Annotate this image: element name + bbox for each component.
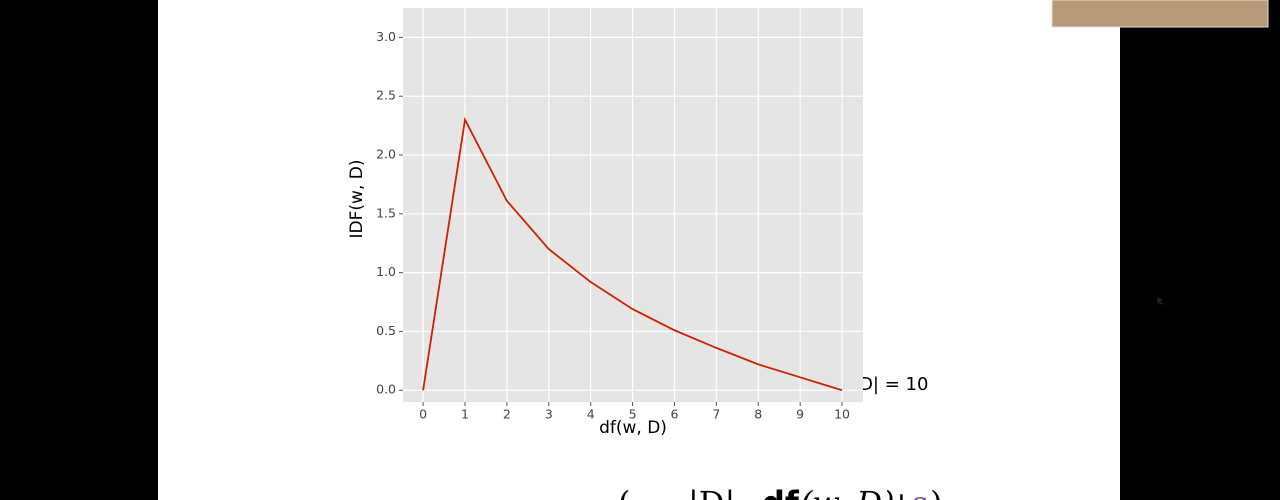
annotation: |D| = 10 bbox=[853, 374, 928, 395]
formula-part: ) bbox=[930, 484, 942, 500]
formula-part: df bbox=[762, 484, 800, 500]
webcam-frame bbox=[1051, 0, 1269, 28]
x-axis-label: df(w, D) bbox=[599, 418, 667, 438]
y-tick-label: 0.5 bbox=[376, 323, 396, 338]
formula: ( |D| − df (w, D) + s ) bbox=[618, 484, 942, 500]
x-tick-label: 1 bbox=[461, 407, 469, 422]
plot: 0.0 0.5 1.0 1.5 2.0 2.5 3.0 0 1 2 3 4 5 6 7 8 9 10 bbox=[376, 8, 863, 422]
y-tick-label: 2.0 bbox=[376, 147, 396, 162]
webcam-thumbnail bbox=[1052, 0, 1268, 27]
x-tick-label: 2 bbox=[503, 407, 511, 422]
formula-part: ( bbox=[618, 484, 630, 500]
x-tick-label: 9 bbox=[796, 407, 804, 422]
data-line bbox=[422, 116, 843, 392]
formula-part: |D| bbox=[688, 484, 735, 500]
cursor bbox=[1157, 297, 1163, 305]
formula-part: (w, D) bbox=[800, 484, 895, 500]
x-tick-label: 7 bbox=[712, 407, 720, 422]
y-axis-label: IDF(w, D) bbox=[347, 160, 367, 239]
formula-part: s bbox=[912, 484, 928, 500]
x-tick-label: 5 bbox=[629, 407, 637, 422]
x-tick-label: 3 bbox=[545, 407, 553, 422]
y-tick-label: 1.0 bbox=[376, 264, 396, 279]
x-tick-label: 0 bbox=[419, 407, 427, 422]
formula-part: − bbox=[738, 484, 765, 500]
y-tick-label: 2.5 bbox=[376, 88, 396, 103]
y-tick-label: 3.0 bbox=[376, 29, 396, 44]
x-tick-label: 4 bbox=[587, 407, 595, 422]
x-tick-label: 10 bbox=[834, 407, 850, 422]
x-tick-label: 6 bbox=[670, 407, 678, 422]
y-tick-label: 0.0 bbox=[376, 382, 396, 397]
x-tick-label: 8 bbox=[754, 407, 762, 422]
formula-part: + bbox=[888, 484, 915, 500]
y-tick-label: 1.5 bbox=[376, 205, 396, 220]
